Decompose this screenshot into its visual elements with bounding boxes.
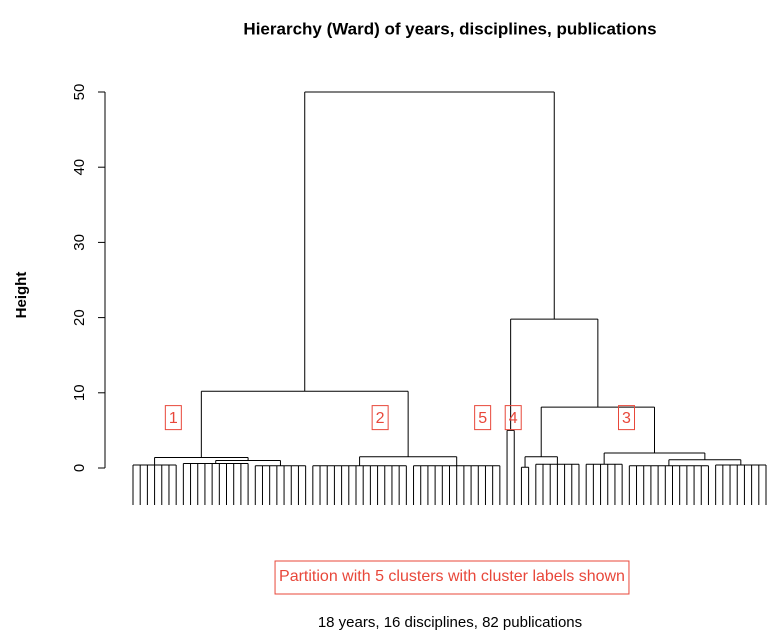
annotation: Partition with 5 clusters with cluster l… bbox=[279, 568, 625, 585]
cluster-label-box bbox=[618, 405, 636, 431]
cluster-label-box bbox=[504, 405, 522, 431]
y-tick-label: 0 bbox=[71, 464, 88, 472]
cluster-label: 2 bbox=[376, 410, 385, 427]
y-tick-label: 50 bbox=[71, 84, 88, 101]
cluster-label: 1 bbox=[169, 410, 178, 427]
cluster-label-box bbox=[371, 405, 389, 431]
chart-title: Hierarchy (Ward) of years, disciplines, … bbox=[243, 19, 656, 38]
y-tick-label: 20 bbox=[71, 309, 88, 326]
cluster-label: 4 bbox=[509, 410, 518, 427]
y-axis-label: Height bbox=[13, 272, 30, 319]
cluster-label-box bbox=[164, 405, 182, 431]
cluster-label-box bbox=[474, 405, 492, 431]
subtitle: 18 years, 16 disciplines, 82 publication… bbox=[318, 614, 582, 631]
annotation-box bbox=[274, 560, 630, 595]
y-tick-label: 40 bbox=[71, 159, 88, 176]
cluster-label: 5 bbox=[478, 410, 487, 427]
y-tick-label: 10 bbox=[71, 384, 88, 401]
y-tick-label: 30 bbox=[71, 234, 88, 251]
cluster-label: 3 bbox=[622, 410, 631, 427]
